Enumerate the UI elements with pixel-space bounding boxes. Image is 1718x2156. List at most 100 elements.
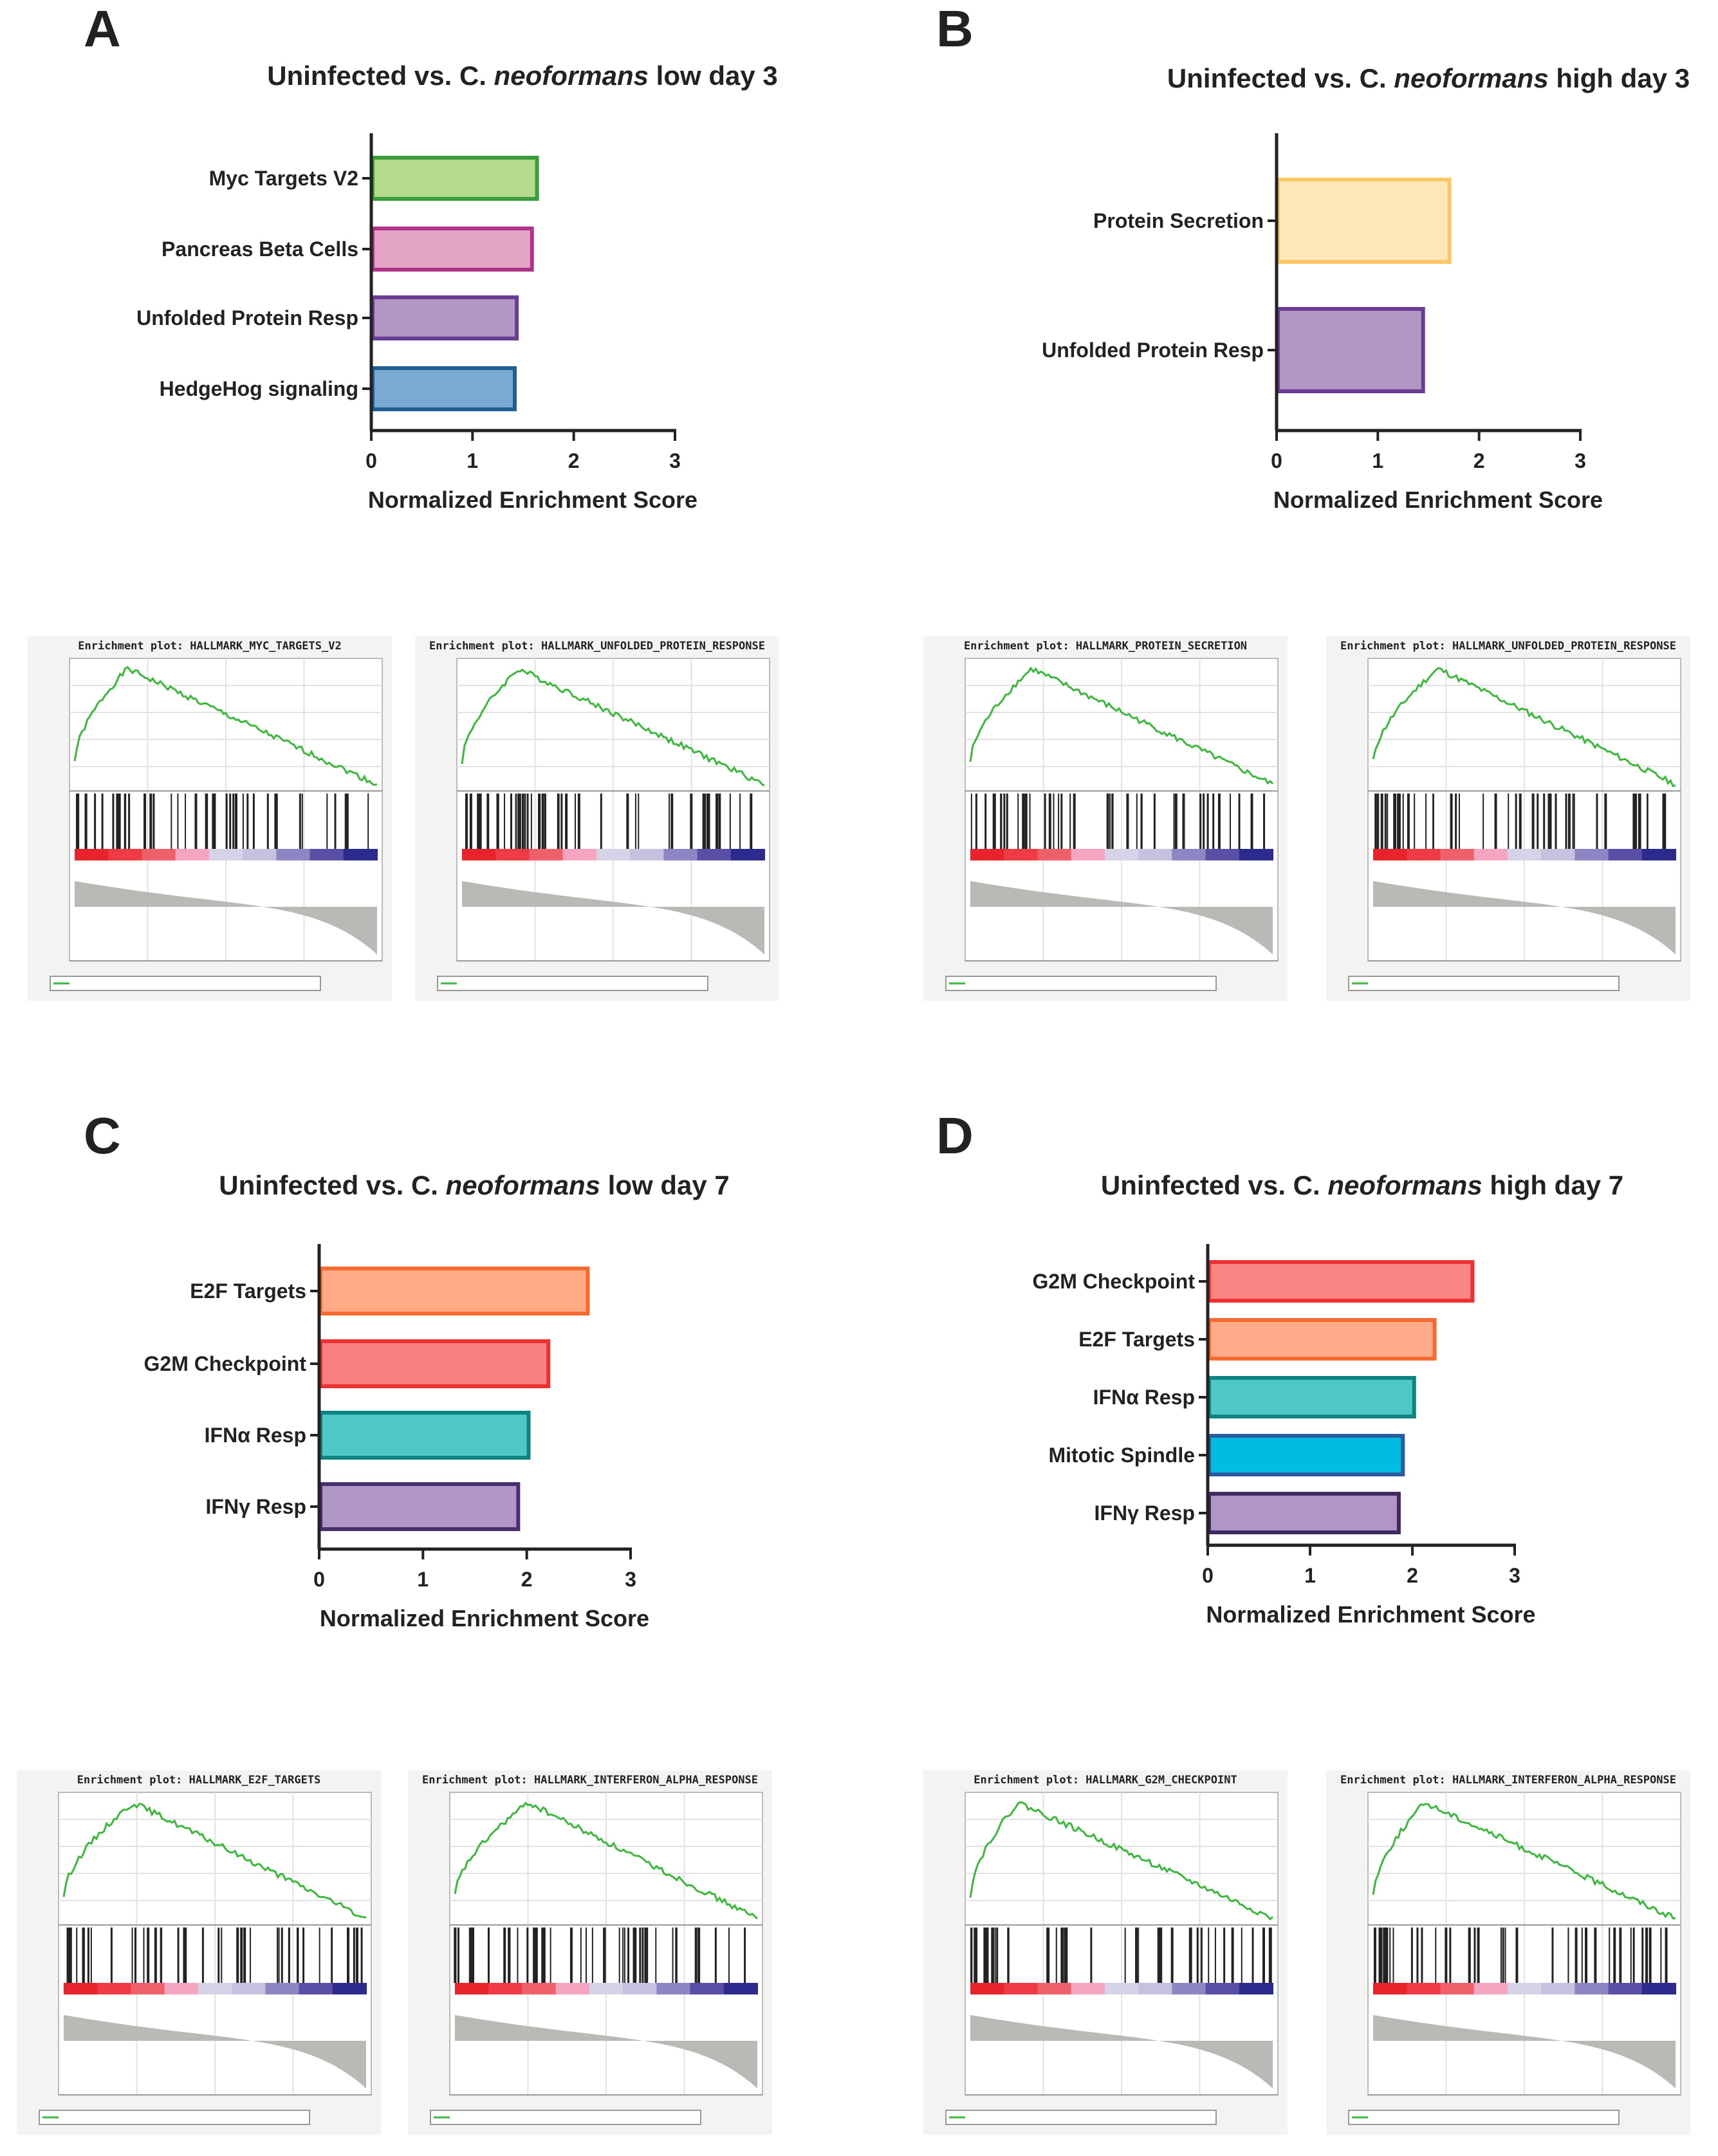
bar: [319, 1339, 551, 1388]
rank-color-segment: [562, 849, 597, 860]
chart-title-part: Uninfected vs. C.: [267, 60, 494, 91]
ranked-metric-area: [1373, 881, 1676, 954]
legend-box: [945, 2110, 1217, 2125]
bar: [371, 156, 539, 201]
x-tick-label: 1: [417, 1568, 429, 1591]
x-tick-label: 3: [669, 449, 681, 472]
enrichment-plot: Enrichment plot: HALLMARK_PROTEIN_SECRET…: [923, 637, 1288, 1001]
rank-color-segment: [1037, 849, 1072, 860]
rank-color-segment: [596, 849, 631, 860]
bar: [371, 295, 519, 340]
chart-title-part: high day 3: [1549, 63, 1690, 93]
x-axis-label: Normalized Enrichment Score: [368, 487, 697, 513]
panel-d: D Uninfected vs. C. neoformans high day 7…: [923, 1107, 1690, 2135]
rank-color-segment: [232, 1983, 266, 1994]
rank-color-segment: [1138, 849, 1173, 860]
enrichment-plot-title: Enrichment plot: HALLMARK_MYC_TARGETS_V2: [78, 640, 341, 653]
category-label: IFNγ Resp: [1095, 1501, 1195, 1525]
bar: [1207, 1376, 1416, 1418]
enrichment-plot-title: Enrichment plot: HALLMARK_UNFOLDED_PROTE…: [429, 640, 765, 653]
rank-color-segment: [265, 1983, 300, 1994]
bar: [1207, 1434, 1405, 1476]
ranked-metric-area: [970, 2015, 1273, 2088]
legend-box: [1348, 976, 1620, 991]
rank-color-segment: [522, 1983, 557, 1994]
legend-box: [945, 976, 1217, 991]
legend-box: [1348, 2110, 1620, 2125]
rank-color-segment: [723, 1983, 758, 1994]
panel-letter: D: [936, 1107, 974, 1164]
bar: [1207, 1492, 1401, 1534]
chart-title-part: neoformans: [1394, 63, 1548, 93]
panel-b: B Uninfected vs. C. neoformans high day 3…: [923, 0, 1690, 1001]
rank-color-segment: [1440, 1983, 1475, 1994]
rank-color-segment: [299, 1983, 333, 1994]
rank-color-segment: [1004, 849, 1039, 860]
rank-color-segment: [1473, 1983, 1508, 1994]
ranked-metric-area: [75, 881, 377, 954]
enrichment-curve: [62, 1803, 367, 1919]
rank-color-segment: [1037, 1983, 1072, 1994]
category-label: G2M Checkpoint: [1033, 1270, 1196, 1293]
bar: [319, 1482, 521, 1531]
rank-color-segment: [332, 1983, 367, 1994]
x-axis-label: Normalized Enrichment Score: [1206, 1601, 1535, 1628]
enrichment-plot: Enrichment plot: HALLMARK_UNFOLDED_PROTE…: [1326, 637, 1690, 1001]
rank-color-segment: [142, 849, 176, 860]
x-tick-label: 0: [313, 1568, 325, 1591]
rank-color-segment: [1172, 1983, 1206, 1994]
rank-color-segment: [730, 849, 765, 860]
chart-title-part: low day 7: [600, 1170, 730, 1200]
x-tick-label: 1: [466, 449, 478, 472]
rank-color-segment: [663, 849, 698, 860]
enrichment-plot: Enrichment plot: HALLMARK_INTERFERON_ALP…: [408, 1770, 772, 2135]
rank-color-segment: [1104, 1983, 1140, 1994]
bar: [1276, 178, 1452, 264]
rank-color-segment: [1608, 1983, 1643, 1994]
chart-title: Uninfected vs. C. neoformans high day 3: [1167, 63, 1690, 93]
ranked-metric-area: [1373, 2015, 1676, 2088]
legend-box: [39, 2110, 310, 2125]
chart-title: Uninfected vs. C. neoformans high day 7: [1101, 1170, 1623, 1200]
rank-color-segment: [131, 1983, 165, 1994]
rank-color-segment: [630, 849, 665, 860]
rank-color-segment: [309, 849, 344, 860]
x-tick-label: 1: [1304, 1564, 1316, 1587]
enrichment-curve: [461, 668, 765, 787]
rank-color-segment: [555, 1983, 590, 1994]
rank-color-segment: [1138, 1983, 1173, 1994]
bar: [1207, 1260, 1475, 1303]
enrichment-curve: [1372, 667, 1676, 788]
rank-color-segment: [970, 849, 1005, 860]
chart-title-part: neoformans: [494, 60, 649, 91]
legend-box: [50, 976, 321, 991]
x-tick-label: 3: [625, 1568, 636, 1591]
enrichment-plot-title: Enrichment plot: HALLMARK_INTERFERON_ALP…: [422, 1774, 758, 1787]
rank-color-segment: [1071, 849, 1105, 860]
rank-color-segment: [1004, 1983, 1039, 1994]
rank-color-segment: [697, 849, 732, 860]
category-label: Pancreas Beta Cells: [162, 237, 358, 261]
chart-title-part: Uninfected vs. C.: [1101, 1170, 1327, 1200]
chart-title-part: high day 7: [1482, 1170, 1623, 1200]
panel-letter: B: [936, 0, 974, 57]
category-label: Myc Targets V2: [209, 167, 358, 190]
category-label: IFNα Resp: [205, 1424, 306, 1447]
rank-color-segment: [1541, 1983, 1576, 1994]
rank-color-segment: [164, 1983, 199, 1994]
x-tick-label: 3: [1509, 1564, 1520, 1587]
rank-color-segment: [1104, 849, 1140, 860]
rank-color-segment: [970, 1983, 1005, 1994]
bar: [1276, 307, 1425, 393]
rank-color-segment: [1641, 1983, 1676, 1994]
rank-color-segment: [1507, 849, 1542, 860]
rank-color-segment: [1473, 849, 1508, 860]
bar: [371, 366, 517, 411]
rank-color-segment: [97, 1983, 132, 1994]
rank-color-segment: [1575, 1983, 1609, 1994]
rank-color-segment: [529, 849, 564, 860]
rank-color-segment: [1641, 849, 1676, 860]
rank-color-segment: [1239, 849, 1273, 860]
chart-title: Uninfected vs. C. neoformans low day 7: [219, 1170, 730, 1200]
rank-color-segment: [343, 849, 378, 860]
